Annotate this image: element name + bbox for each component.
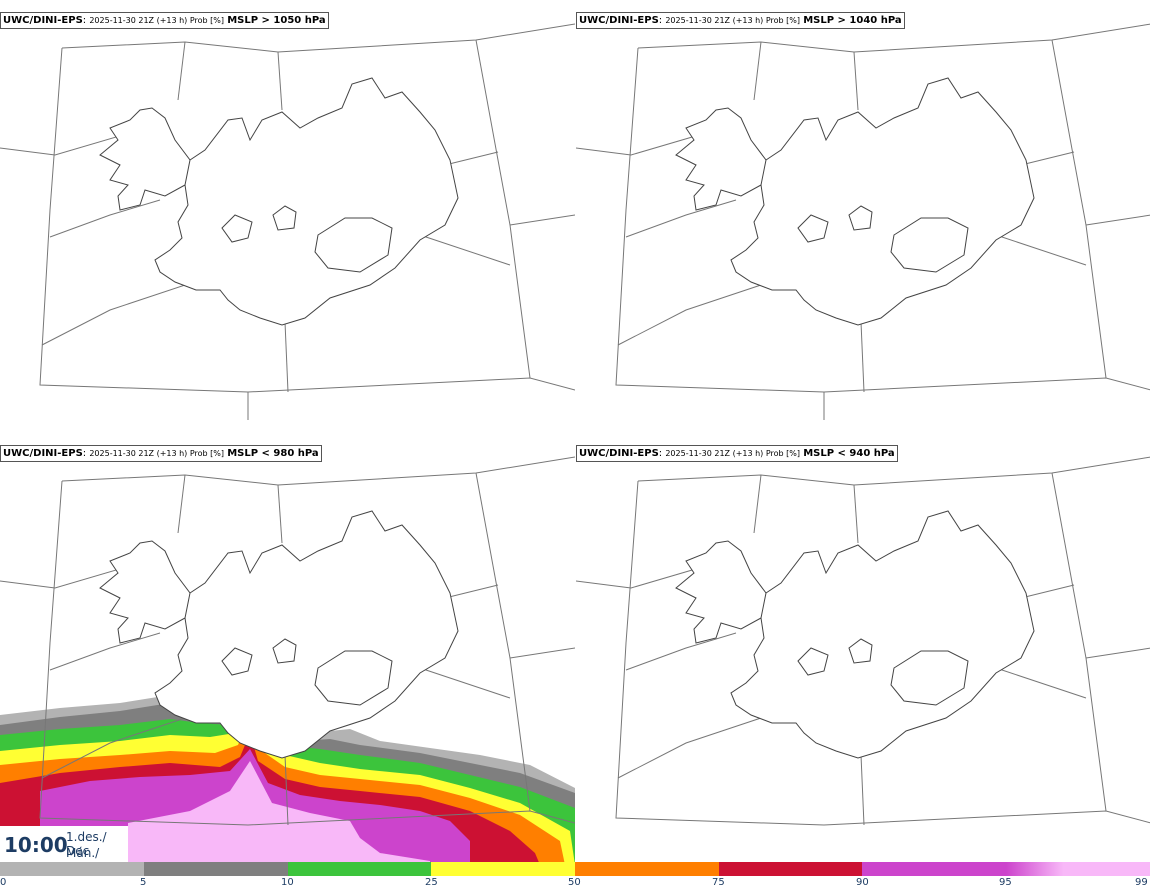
colorbar-tick: 90 (856, 877, 869, 888)
valid-time-box: 10:00 1.des./ Dec Mán./ Mon (0, 826, 128, 874)
map-canvas (0, 456, 575, 865)
valid-hour: 10:00 (4, 833, 68, 857)
colorbar-segment-3 (431, 862, 575, 876)
colorbar-segment-1 (144, 862, 288, 876)
colorbar-tick: 99 (1135, 877, 1148, 888)
graticule (0, 456, 575, 826)
colorbar-tick: 10 (281, 877, 294, 888)
colorbar-segment-5 (719, 862, 862, 876)
map-canvas (576, 23, 1150, 420)
colorbar-tick: 50 (568, 877, 581, 888)
map-canvas (0, 23, 575, 420)
iceland-coastline (675, 77, 1035, 326)
probability-field (0, 685, 575, 865)
colorbar-segment-2 (288, 862, 431, 876)
colorbar-tick: 75 (712, 877, 725, 888)
map-canvas (576, 456, 1150, 826)
iceland-coastline (99, 77, 459, 326)
map-panel-2: UWC/DINI-EPS: 2025-11-30 21Z (+13 h) Pro… (576, 0, 1150, 432)
colorbar-tick: 0 (0, 877, 7, 888)
iceland-coastline (99, 510, 459, 759)
colorbar-segment-6 (862, 862, 1006, 876)
prob-band-99 (128, 761, 430, 865)
colorbar-segment-4 (575, 862, 719, 876)
map-panel-3: UWC/DINI-EPS: 2025-11-30 21Z (+13 h) Pro… (0, 433, 575, 865)
probability-colorbar: 0 5 10 25 50 75 90 95 99 (0, 862, 1150, 891)
panel-title: UWC/DINI-EPS: 2025-11-30 21Z (+13 h) Pro… (576, 12, 905, 29)
map-panel-1: UWC/DINI-EPS: 2025-11-30 21Z (+13 h) Pro… (0, 0, 575, 432)
colorbar-tick: 5 (140, 877, 147, 888)
panel-title: UWC/DINI-EPS: 2025-11-30 21Z (+13 h) Pro… (0, 445, 322, 462)
graticule (0, 23, 575, 420)
colorbar-segment-7 (1006, 862, 1150, 876)
map-panel-4: UWC/DINI-EPS: 2025-11-30 21Z (+13 h) Pro… (576, 433, 1150, 865)
valid-date: 1.des./ Dec (66, 830, 107, 858)
colorbar-tick: 95 (999, 877, 1012, 888)
panel-title: UWC/DINI-EPS: 2025-11-30 21Z (+13 h) Pro… (576, 445, 898, 462)
panel-title: UWC/DINI-EPS: 2025-11-30 21Z (+13 h) Pro… (0, 12, 329, 29)
colorbar-tick: 25 (425, 877, 438, 888)
colorbar-segment-0 (0, 862, 144, 876)
iceland-coastline (675, 510, 1035, 759)
